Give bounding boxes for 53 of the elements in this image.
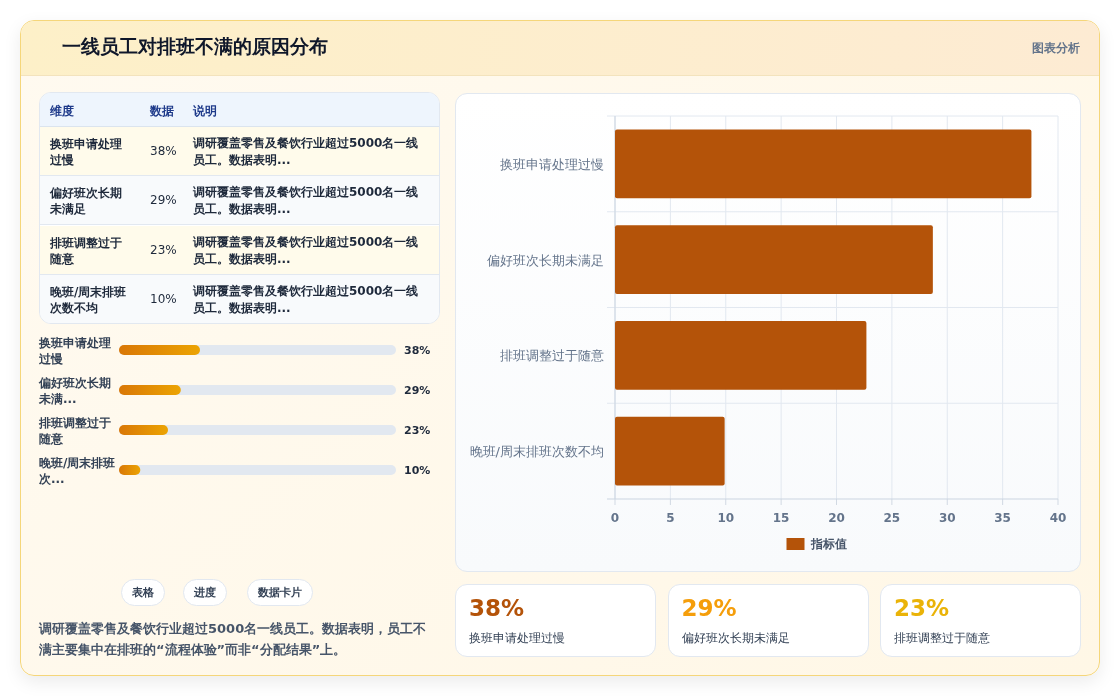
bar [615,320,867,390]
text: 图表分析 [1031,40,1080,57]
text: 进度 [183,579,227,606]
y-tick-label: 换班申请处理过慢 [39,335,112,367]
legend-label: 指标值 [809,537,847,551]
data-label: 10% [404,464,431,477]
text: 调研覆盖零售及餐饮行业超过5000名一线员工。数据表明... [193,233,420,268]
data-label: 23% [404,424,431,437]
text: 说明 [193,103,217,120]
category-label: 偏好班次长期未满足 [681,630,790,647]
bar [615,129,1032,199]
text: 表格 [121,579,165,606]
text: 23% [894,595,950,621]
text: 调研覆盖零售及餐饮行业超过5000名一线员工。数据表明... [193,135,420,169]
y-tick-label: 晚班/周末排班次... [39,455,117,487]
x-tick-label: 35 [994,511,1011,525]
x-tick-label: 0 [610,511,620,525]
bar [615,416,725,486]
bar [119,345,200,355]
x-tick-label: 10 [717,511,735,525]
y-tick-label: 偏好班次长期未满... [39,375,112,407]
y-tick-label: 晚班/周末排班次数不均 [469,444,604,460]
text: 数据 [150,103,174,120]
category-label: 换班申请处理过慢 [469,630,565,647]
x-tick-label: 30 [938,511,956,525]
x-tick-label: 5 [666,511,675,525]
text: 维度 [50,103,74,120]
y-tick-label: 排班调整过于随意 [500,348,604,364]
text: 29% [681,595,737,621]
data-label: 29% [404,384,431,397]
data-label: 38% [404,344,431,357]
text: 调研覆盖零售及餐饮行业超过5000名一线员工。数据表明... [193,184,420,219]
y-tick-label: 偏好班次长期未满足 [487,252,604,268]
text: 10% [150,291,177,306]
bar [119,385,181,395]
text: 38% [469,595,525,621]
text: 38% [150,144,177,158]
x-tick-label: 20 [828,511,845,525]
text: 29% [150,193,177,208]
text: 调研覆盖零售及餐饮行业超过5000名一线员工。数据表明... [193,282,420,317]
text: 一线员工对排班不满的原因分布 [62,34,329,59]
x-tick-label: 15 [772,511,790,525]
x-tick-label: 40 [1049,511,1067,525]
y-tick-label: 排班调整过于随意 [39,415,112,447]
bar [119,465,141,475]
text: 数据卡片 [247,579,313,606]
x-tick-label: 25 [883,511,901,525]
bar [119,425,169,435]
text: 23% [150,242,177,257]
bar [615,225,933,295]
category-label: 排班调整过于随意 [894,630,990,647]
y-tick-label: 换班申请处理过慢 [500,156,604,172]
text: 调研覆盖零售及餐饮行业超过5000名一线员工。数据表明，员工不满主要集中在排班的“流程体验”而非“分配结果”上。 [39,620,428,659]
